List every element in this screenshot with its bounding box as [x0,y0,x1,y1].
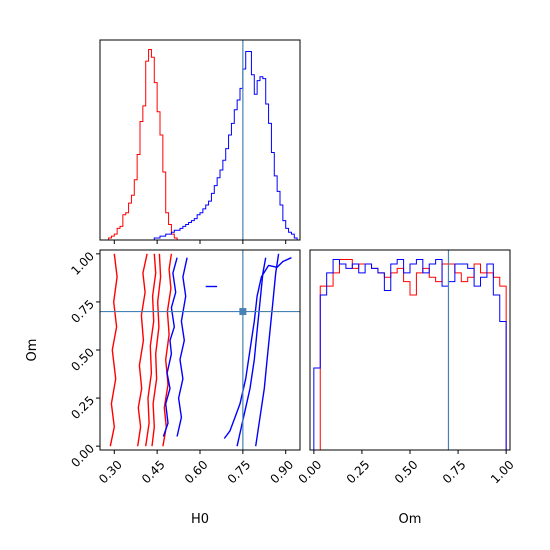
om-marginal-frame [309,249,511,451]
contour-series-0-line-1 [137,253,148,447]
h0-marginal-series-1-step [105,50,300,240]
contour-series-0-line-2 [145,253,157,447]
om-marginal-panel: 0.00 0.25 0.50 0.75 1.00 [296,249,517,487]
h0-marginal-series-0-step [105,49,300,240]
contour-truth-marker [239,308,247,316]
contour-series-0-line-4 [162,253,173,447]
om-marginal-xtick-label-4: 1.00 [488,458,517,487]
contour-ytick-label-1: 0.25 [68,393,97,422]
contour-ytick-label-4: 1.00 [68,249,97,278]
om-marginal-series-0-step [313,259,507,450]
contour-xtick-label-1: 0.45 [139,458,168,487]
contour-series-1-line-4 [223,257,292,439]
contour-ytick-label-3: 0.75 [68,297,97,326]
contour-xtick-label-0: 0.30 [96,458,125,487]
contour-ytick-label-2: 0.50 [68,345,97,374]
contour-series-1-line-1 [176,257,188,437]
contour-xtick-label-3: 0.75 [225,458,254,487]
h0-marginal-frame [99,39,301,241]
contour-series-0-line-3 [151,253,162,447]
contour-xtick-label-4: 0.90 [268,458,297,487]
contour-series-0-line-0 [109,253,118,447]
om-marginal-series-1-step [313,259,507,450]
om-marginal-xtick-label-0: 0.00 [296,458,325,487]
contour-frame [99,249,301,451]
y-axis-label-om: Om [25,339,40,362]
x-axis-label-h0: H0 [191,512,209,527]
h0-om-contour-panel: 0.30 0.45 0.60 0.75 0.90 0.00 0.25 0.50 0.75 1.0… [68,249,301,487]
h0-marginal-panel [99,39,301,244]
om-marginal-xtick-label-2: 0.50 [392,458,421,487]
contour-series-1-line-3 [255,253,280,447]
contour-ytick-label-0: 0.00 [68,441,97,470]
contour-xtick-label-2: 0.60 [182,458,211,487]
contour-series-1-line-0 [162,257,178,437]
contour-series-1-line-2 [236,257,267,447]
om-marginal-xtick-label-3: 0.75 [440,458,469,487]
x-axis-label-om: Om [399,512,422,527]
om-marginal-xtick-label-1: 0.25 [344,458,373,487]
